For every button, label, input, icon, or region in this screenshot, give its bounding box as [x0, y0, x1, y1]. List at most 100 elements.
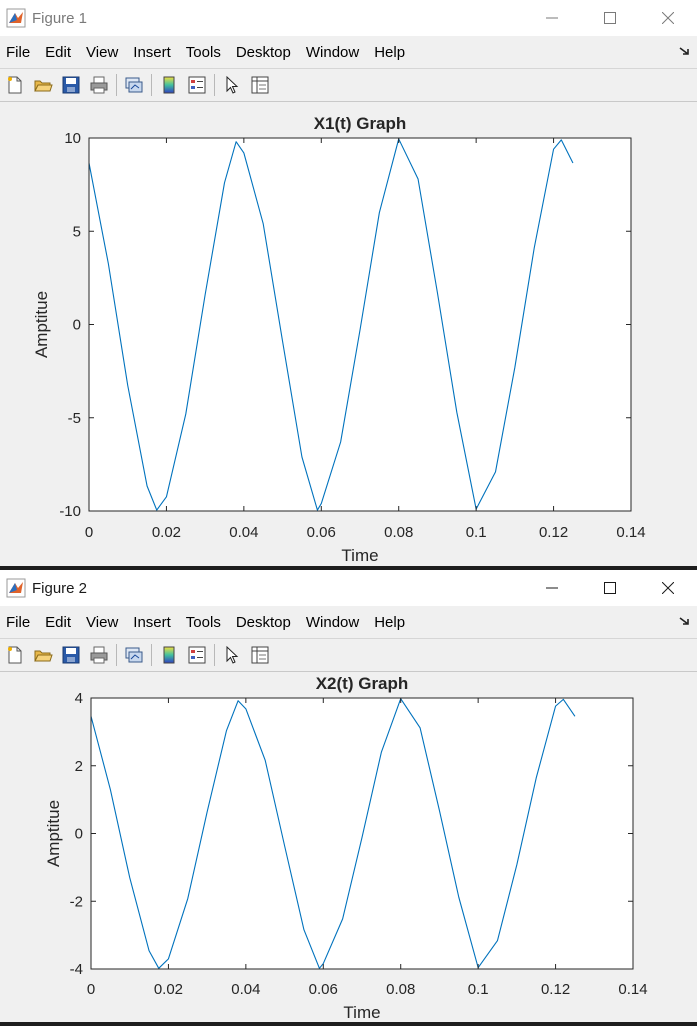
insert-legend-button[interactable] [184, 72, 210, 98]
property-inspector-button[interactable] [247, 642, 273, 668]
menu-file[interactable]: File [6, 613, 31, 631]
x-axis-label: Time [341, 546, 378, 565]
x-tick-label: 0.12 [539, 524, 568, 541]
close-icon [662, 12, 674, 24]
insert-colorbar-icon [163, 646, 175, 664]
edit-plot-button[interactable] [219, 72, 245, 98]
minimize-button[interactable] [523, 0, 581, 36]
menu-window[interactable]: Window [305, 43, 360, 61]
open-file-button[interactable] [30, 72, 56, 98]
toolbar-separator [214, 644, 215, 666]
link-plot-button[interactable] [121, 72, 147, 98]
window-title: Figure 2 [32, 580, 88, 597]
menu-view[interactable]: View [86, 613, 119, 631]
x-tick-label: 0.14 [616, 524, 645, 541]
property-inspector-icon [251, 646, 269, 664]
x2-line-chart: 0 0.02 0.04 0.06 0.08 0.1 0.12 0.14 -4 -2 0 2 4 X2(t)… [44, 674, 648, 1022]
y-tick-label: 0 [73, 317, 81, 334]
new-figure-icon [8, 76, 22, 94]
y-tick-label: -5 [68, 410, 81, 427]
plot-area [89, 138, 631, 511]
new-figure-button[interactable] [2, 642, 28, 668]
menu-desktop[interactable]: Desktop [235, 613, 291, 631]
x-tick-label: 0.06 [307, 524, 336, 541]
toolbar-separator [116, 74, 117, 96]
toolbar-separator [214, 74, 215, 96]
matlab-logo-icon [6, 578, 26, 598]
minimize-icon [546, 17, 558, 19]
x-tick-label: 0.08 [384, 524, 413, 541]
close-button[interactable] [639, 570, 697, 606]
dock-arrow-icon[interactable] [679, 616, 691, 628]
pointer-icon [226, 645, 239, 664]
toolbar-separator [151, 74, 152, 96]
menu-window[interactable]: Window [305, 613, 360, 631]
chart-title: X1(t) Graph [314, 114, 407, 133]
x-tick-label: 0 [87, 981, 95, 998]
figure-toolbar [0, 638, 697, 672]
menu-insert[interactable]: Insert [133, 613, 171, 631]
x-tick-label: 0.1 [468, 981, 489, 998]
print-button[interactable] [86, 642, 112, 668]
save-icon [62, 76, 80, 94]
menu-bar: File Edit View Insert Tools Desktop Wind… [0, 36, 697, 68]
new-figure-button[interactable] [2, 72, 28, 98]
print-icon [90, 76, 108, 94]
insert-colorbar-icon [163, 76, 175, 94]
y-tick-label: 4 [75, 690, 83, 707]
menu-help[interactable]: Help [374, 613, 406, 631]
y-tick-label: 2 [75, 758, 83, 775]
open-file-icon [34, 650, 53, 662]
link-plot-icon [125, 647, 143, 663]
toolbar-separator [116, 644, 117, 666]
menu-tools[interactable]: Tools [185, 43, 221, 61]
x-tick-label: 0 [85, 524, 93, 541]
maximize-icon [604, 582, 616, 594]
matlab-logo-icon [6, 8, 26, 28]
x-tick-label: 0.08 [386, 981, 415, 998]
menu-edit[interactable]: Edit [45, 43, 72, 61]
y-tick-label: -2 [70, 893, 83, 910]
save-icon [62, 646, 80, 664]
y-tick-label: -10 [59, 503, 81, 520]
save-button[interactable] [58, 72, 84, 98]
property-inspector-icon [251, 76, 269, 94]
dock-arrow-icon[interactable] [679, 46, 691, 58]
save-button[interactable] [58, 642, 84, 668]
menu-file[interactable]: File [6, 43, 31, 61]
insert-legend-button[interactable] [184, 642, 210, 668]
print-icon [90, 646, 108, 664]
maximize-button[interactable] [581, 0, 639, 36]
window-title: Figure 1 [32, 10, 88, 27]
menu-desktop[interactable]: Desktop [235, 43, 291, 61]
menu-insert[interactable]: Insert [133, 43, 171, 61]
insert-legend-icon [188, 76, 206, 94]
y-tick-label: 0 [75, 826, 83, 843]
new-figure-icon [8, 646, 22, 664]
menu-view[interactable]: View [86, 43, 119, 61]
y-axis-label: Amptitue [32, 291, 51, 358]
insert-colorbar-button[interactable] [156, 642, 182, 668]
menu-help[interactable]: Help [374, 43, 406, 61]
menu-tools[interactable]: Tools [185, 613, 221, 631]
property-inspector-button[interactable] [247, 72, 273, 98]
series-line [90, 698, 576, 969]
figure-window-2: Figure 2 File Edit View Insert Tools Des… [0, 570, 697, 1022]
series-line [88, 138, 574, 511]
link-plot-button[interactable] [121, 642, 147, 668]
pointer-icon [226, 75, 239, 94]
close-button[interactable] [639, 0, 697, 36]
x-tick-label: 0.02 [154, 981, 183, 998]
minimize-icon [546, 587, 558, 589]
insert-colorbar-button[interactable] [156, 72, 182, 98]
title-bar[interactable]: Figure 1 [0, 0, 697, 36]
open-file-button[interactable] [30, 642, 56, 668]
title-bar[interactable]: Figure 2 [0, 570, 697, 606]
maximize-icon [604, 12, 616, 24]
x-tick-label: 0.12 [541, 981, 570, 998]
edit-plot-button[interactable] [219, 642, 245, 668]
minimize-button[interactable] [523, 570, 581, 606]
menu-edit[interactable]: Edit [45, 613, 72, 631]
print-button[interactable] [86, 72, 112, 98]
maximize-button[interactable] [581, 570, 639, 606]
